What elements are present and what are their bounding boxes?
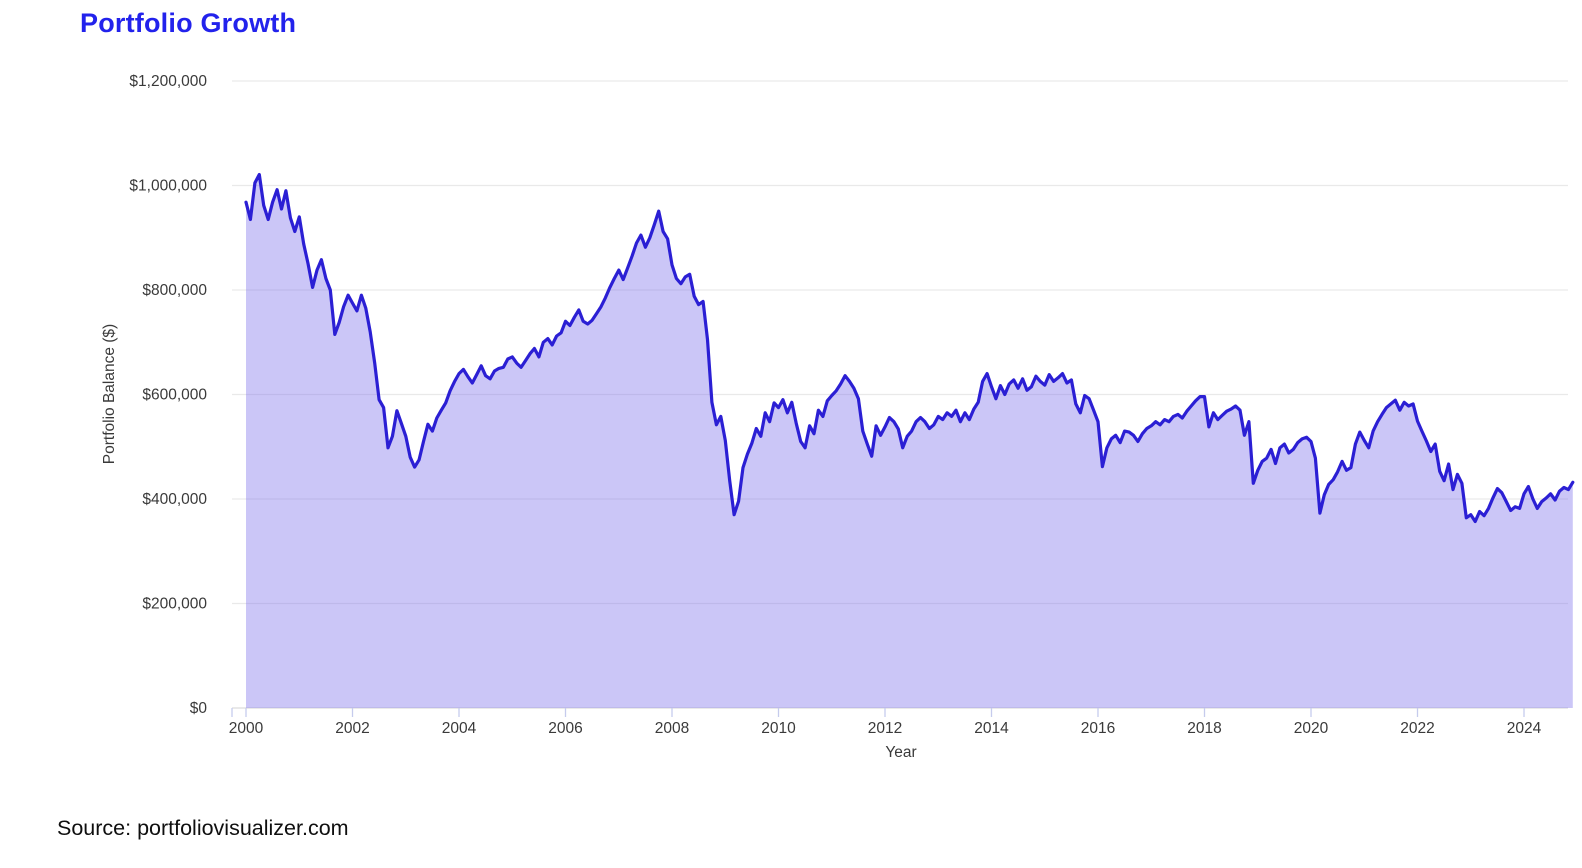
y-tick-label: $600,000 xyxy=(142,387,207,404)
x-tick-label: 2012 xyxy=(868,720,902,737)
x-tick-label: 2000 xyxy=(229,720,264,737)
y-tick-label: $1,200,000 xyxy=(129,73,207,90)
x-tick-label: 2016 xyxy=(1081,720,1115,737)
x-axis-title: Year xyxy=(885,744,917,761)
x-tick-label: 2010 xyxy=(761,720,796,737)
x-tick-label: 2004 xyxy=(442,720,477,737)
x-tick-label: 2002 xyxy=(335,720,369,737)
chart-title: Portfolio Growth xyxy=(80,8,297,38)
y-tick-label: $800,000 xyxy=(142,282,207,299)
x-tick-label: 2020 xyxy=(1294,720,1329,737)
x-tick-label: 2008 xyxy=(655,720,689,737)
series-area xyxy=(246,174,1573,708)
y-tick-label: $200,000 xyxy=(142,596,207,613)
y-tick-label: $0 xyxy=(190,700,208,717)
series-line xyxy=(244,172,1575,524)
y-axis-title: Portfolio Balance ($) xyxy=(101,323,118,465)
y-tick-label: $1,000,000 xyxy=(129,178,207,195)
x-tick-label: 2022 xyxy=(1400,720,1434,737)
y-tick-label: $400,000 xyxy=(142,491,207,508)
x-tick-label: 2018 xyxy=(1187,720,1221,737)
x-tick-label: 2024 xyxy=(1507,720,1542,737)
x-tick-label: 2006 xyxy=(548,720,582,737)
x-tick-label: 2014 xyxy=(974,720,1009,737)
source-note: Source: portfoliovisualizer.com xyxy=(57,816,349,840)
